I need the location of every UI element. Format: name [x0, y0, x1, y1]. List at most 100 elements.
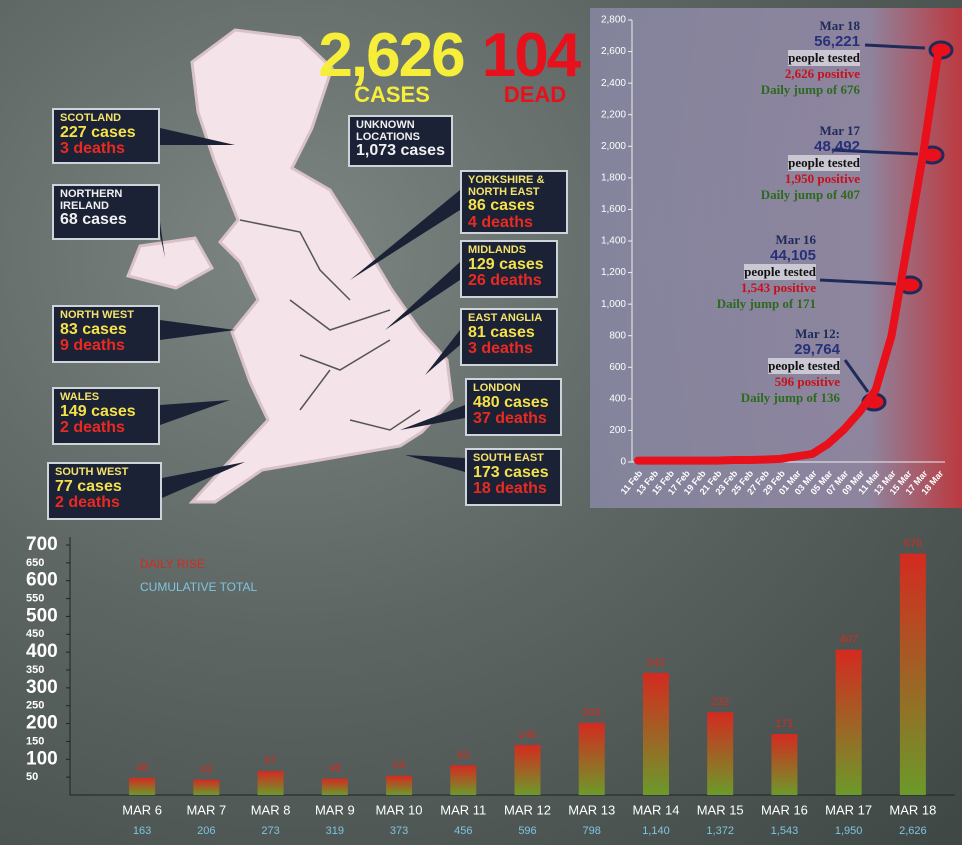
y-tick-label: 100 [26, 748, 58, 769]
region-cases: 480 cases [473, 393, 549, 411]
x-tick-label: MAR 10 [376, 802, 423, 817]
region-cases: 83 cases [60, 320, 127, 338]
bar-value-label: 342 [647, 657, 665, 669]
x-tick-label: MAR 16 [761, 802, 808, 817]
headline-cases-label: CASES [354, 82, 430, 107]
y-tick-label: 700 [26, 534, 58, 555]
cumulative-label: 1,372 [706, 825, 734, 837]
bar-value-label: 232 [711, 696, 729, 708]
cumulative-label: 456 [454, 825, 472, 837]
region-box: WALES 149 cases 2 deaths [52, 387, 160, 445]
x-tick-label: MAR 18 [889, 802, 936, 817]
bar-value-label: 202 [583, 707, 601, 719]
region-box: MIDLANDS 129 cases 26 deaths [460, 240, 558, 298]
region-cases: 81 cases [468, 323, 535, 341]
bar-value-label: 43 [200, 764, 212, 776]
y-tick-label: 650 [26, 557, 44, 569]
cumulative-label: 319 [326, 825, 344, 837]
annotation: Mar 12: 29,764 people tested 596 positive Da… [580, 326, 840, 406]
region-cases: 77 cases [55, 477, 122, 495]
region-box: EAST ANGLIA 81 cases 3 deaths [460, 308, 558, 366]
x-tick-label: MAR 7 [186, 802, 226, 817]
y-tick-label: 2,400 [601, 78, 626, 89]
annotation-tested-label: people tested [744, 264, 816, 280]
region-name: YORKSHIRE & NORTH EAST [468, 174, 545, 198]
region-deaths: 3 deaths [468, 340, 533, 358]
annotation-tested: 56,221 [814, 33, 860, 50]
y-tick-label: 2,600 [601, 46, 626, 57]
chart-background [590, 8, 962, 508]
y-tick-label: 450 [26, 628, 44, 640]
annotation-positive: 2,626 positive [784, 66, 860, 81]
bar-value-label: 48 [136, 762, 148, 774]
bar-value-label: 140 [518, 729, 536, 741]
bar [707, 712, 734, 795]
bar [386, 775, 413, 795]
annotation-tested-label: people tested [768, 358, 840, 374]
bar [514, 745, 541, 795]
cumulative-label: 1,543 [771, 825, 799, 837]
cumulative-label: 273 [261, 825, 279, 837]
x-tick-label: MAR 11 [440, 802, 486, 817]
annotation-tested-label: people tested [788, 50, 860, 66]
y-tick-label: 50 [26, 771, 38, 783]
region-cases: 68 cases [60, 211, 127, 229]
y-tick-label: 550 [26, 592, 44, 604]
region-box: LONDON 480 cases 37 deaths [465, 378, 562, 436]
y-tick-label: 1,200 [601, 267, 626, 278]
y-tick-label: 0 [620, 457, 626, 468]
region-cases: 149 cases [60, 402, 136, 420]
y-tick-label: 2,200 [601, 109, 626, 120]
y-tick-label: 400 [26, 641, 58, 662]
cumulative-label: 1,140 [642, 825, 670, 837]
y-tick-label: 800 [609, 330, 626, 341]
y-tick-label: 150 [26, 735, 44, 747]
headline-deaths-label: DEAD [503, 82, 567, 107]
x-tick-label: MAR 14 [632, 802, 679, 817]
region-name: NORTH WEST [60, 309, 134, 321]
headline-cases: 2,626 [318, 21, 465, 90]
bar-value-label: 407 [839, 634, 857, 646]
y-tick-label: 400 [609, 393, 626, 404]
cumulative-label: 373 [390, 825, 408, 837]
annotation-jump: Daily jump of 136 [740, 390, 840, 405]
y-tick-label: 300 [26, 677, 58, 698]
region-name: UNKNOWN LOCATIONS [356, 119, 420, 143]
annotation-tested: 48,492 [814, 138, 860, 155]
region-box: YORKSHIRE & NORTH EAST 86 cases 4 deaths [460, 170, 568, 234]
region-cases: 86 cases [468, 197, 535, 215]
legend-label: CUMULATIVE TOTAL [140, 580, 257, 594]
bar [321, 778, 348, 795]
annotation-positive: 1,543 positive [740, 280, 816, 295]
y-tick-label: 2,800 [601, 15, 626, 26]
y-tick-label: 350 [26, 664, 44, 676]
x-tick-label: MAR 15 [697, 802, 744, 817]
region-cases: 1,073 cases [356, 142, 445, 160]
cumulative-label: 596 [518, 825, 536, 837]
bar [257, 771, 284, 795]
region-name: SOUTH WEST [55, 466, 129, 478]
annotation-tested-label: people tested [788, 155, 860, 171]
region-box: UNKNOWN LOCATIONS 1,073 cases [348, 115, 453, 167]
annotation-date: Mar 18 [819, 18, 860, 33]
pointers [160, 128, 465, 498]
annotation-jump: Daily jump of 676 [760, 82, 860, 97]
region-cases: 227 cases [60, 123, 136, 141]
region-deaths: 18 deaths [473, 480, 547, 498]
x-tick-label: MAR 6 [122, 802, 162, 817]
region-deaths: 3 deaths [60, 140, 125, 158]
x-tick-label: MAR 9 [315, 802, 355, 817]
region-deaths: 9 deaths [60, 337, 125, 355]
y-tick-label: 200 [609, 425, 626, 436]
y-tick-label: 1,800 [601, 172, 626, 183]
region-borders [239, 219, 421, 431]
region-deaths: 37 deaths [473, 410, 547, 428]
cumulative-label: 798 [583, 825, 601, 837]
bar-value-label: 83 [457, 749, 469, 761]
region-box: SOUTH EAST 173 cases 18 deaths [465, 448, 562, 506]
annotation-positive: 1,950 positive [784, 171, 860, 186]
region-name: LONDON [473, 382, 521, 394]
region-cases: 129 cases [468, 255, 544, 273]
region-deaths: 2 deaths [55, 494, 120, 512]
